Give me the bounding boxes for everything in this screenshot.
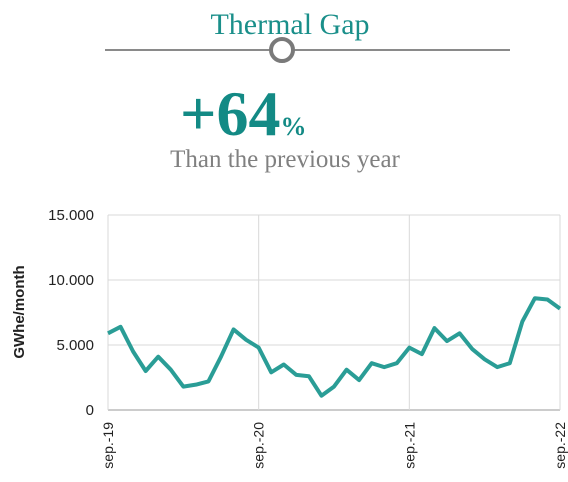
y-tick-label: 15.000 (48, 207, 94, 224)
y-tick-label: 10.000 (48, 272, 94, 289)
x-tick-label: sep.-20 (251, 422, 267, 469)
y-tick-label: 5.000 (56, 337, 94, 354)
y-axis-label: GWhe/month (11, 265, 28, 358)
headline-value: +64 (180, 78, 280, 149)
divider-knob (269, 37, 295, 63)
x-tick-label: sep.-19 (100, 422, 116, 469)
x-tick-label: sep.-21 (401, 422, 417, 469)
headline: +64% (180, 78, 306, 149)
x-tick-label: sep.-22 (552, 422, 568, 469)
subtitle: Than the previous year (170, 146, 400, 173)
headline-unit: % (280, 112, 306, 141)
line-series (107, 296, 562, 398)
title: Thermal Gap (210, 8, 369, 41)
y-tick-label: 0 (86, 402, 94, 419)
